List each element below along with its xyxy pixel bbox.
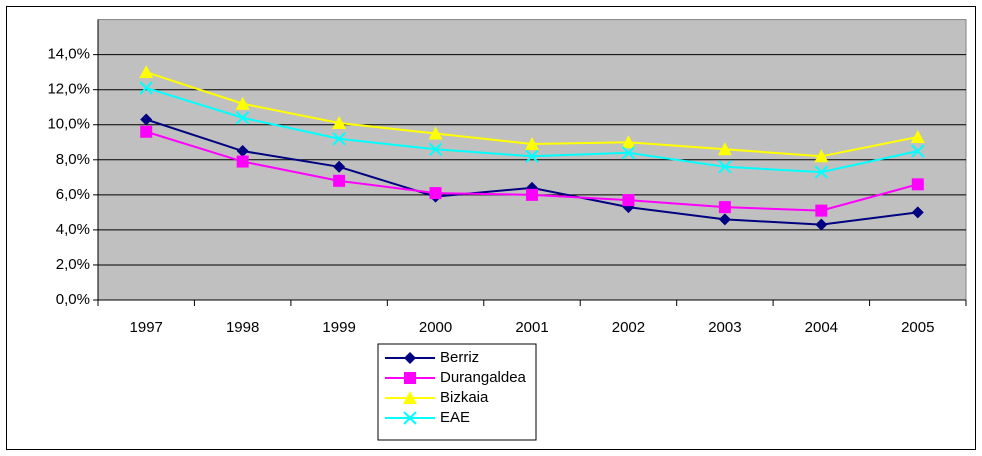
marker — [333, 174, 346, 187]
marker — [140, 125, 153, 138]
marker — [332, 132, 346, 146]
legend-marker — [404, 352, 416, 364]
marker — [718, 160, 732, 174]
legend-label: Bizkaia — [440, 389, 489, 406]
marker — [815, 218, 828, 231]
y-tick-label: 2,0% — [56, 256, 90, 273]
legend-label: EAE — [440, 409, 470, 426]
legend-marker — [403, 411, 417, 425]
legend-label: Durangaldea — [440, 369, 527, 386]
marker — [140, 113, 153, 126]
y-tick-label: 8,0% — [56, 151, 90, 168]
y-tick-label: 4,0% — [56, 221, 90, 238]
marker — [139, 81, 153, 95]
marker — [621, 135, 636, 149]
y-tick-label: 14,0% — [47, 46, 90, 63]
marker — [333, 160, 346, 173]
marker — [235, 111, 250, 125]
legend-marker — [403, 391, 417, 404]
marker — [332, 115, 347, 129]
x-tick-label: 2001 — [515, 319, 548, 336]
marker — [814, 149, 829, 163]
marker — [815, 204, 828, 217]
marker — [428, 126, 443, 140]
marker — [910, 130, 925, 144]
marker — [814, 165, 829, 179]
marker — [236, 145, 249, 158]
marker — [621, 146, 636, 160]
y-tick-label: 6,0% — [56, 186, 90, 203]
legend-marker — [404, 372, 416, 384]
marker — [525, 149, 539, 164]
marker — [428, 142, 443, 156]
x-tick-label: 2004 — [805, 319, 838, 336]
marker — [717, 142, 732, 156]
x-tick-label: 2002 — [612, 319, 645, 336]
marker — [718, 201, 731, 214]
marker — [139, 65, 154, 79]
marker — [911, 206, 924, 219]
x-tick-label: 2003 — [708, 319, 741, 336]
x-tick-label: 1997 — [130, 319, 163, 336]
marker — [911, 144, 925, 158]
y-tick-label: 12,0% — [47, 81, 90, 98]
y-tick-label: 10,0% — [47, 116, 90, 133]
marker — [526, 188, 538, 201]
marker — [911, 178, 924, 191]
x-tick-label: 1998 — [226, 319, 259, 336]
marker — [236, 155, 249, 168]
x-tick-label: 1999 — [322, 319, 355, 336]
legend-label: Berriz — [440, 349, 479, 366]
marker — [235, 96, 250, 110]
x-tick-label: 2005 — [901, 319, 934, 336]
marker — [718, 213, 731, 226]
marker — [429, 187, 442, 200]
marker — [622, 194, 635, 207]
x-tick-label: 2000 — [419, 319, 452, 336]
y-tick-label: 0,0% — [56, 291, 90, 308]
marker — [525, 137, 539, 151]
